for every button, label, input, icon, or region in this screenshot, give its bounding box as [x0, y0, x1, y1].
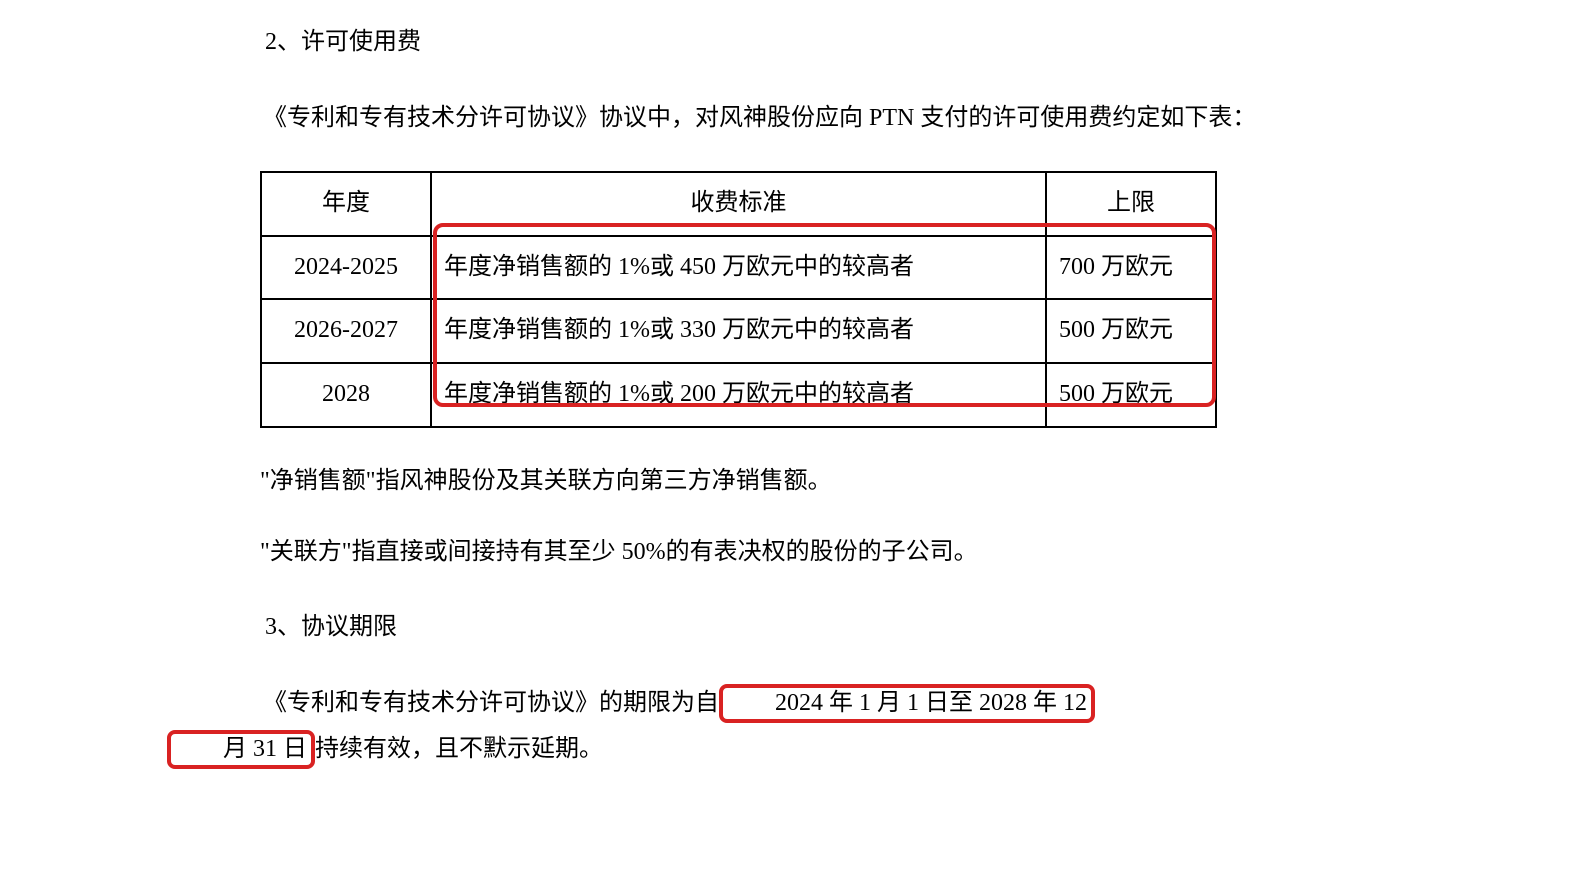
term-highlight-2: 月 31 日	[167, 730, 315, 769]
fee-table: 年度 收费标准 上限 2024-2025 年度净销售额的 1%或 450 万欧元…	[260, 171, 1217, 427]
header-standard: 收费标准	[431, 172, 1046, 236]
header-year: 年度	[261, 172, 431, 236]
section-3-heading: 3、协议期限	[215, 605, 1311, 651]
table-row: 2026-2027 年度净销售额的 1%或 330 万欧元中的较高者 500 万…	[261, 299, 1216, 363]
table-row: 2028 年度净销售额的 1%或 200 万欧元中的较高者 500 万欧元	[261, 363, 1216, 427]
section-2-intro: 《专利和专有技术分许可协议》协议中，对风神股份应向 PTN 支付的许可使用费约定…	[215, 96, 1311, 142]
cell-cap: 500 万欧元	[1046, 299, 1216, 363]
cell-cap: 700 万欧元	[1046, 236, 1216, 300]
cell-standard: 年度净销售额的 1%或 330 万欧元中的较高者	[431, 299, 1046, 363]
table-header-row: 年度 收费标准 上限	[261, 172, 1216, 236]
table-row: 2024-2025 年度净销售额的 1%或 450 万欧元中的较高者 700 万…	[261, 236, 1216, 300]
footnote-net-sales: "净销售额"指风神股份及其关联方向第三方净销售额。	[260, 459, 1311, 505]
term-highlight-1: 2024 年 1 月 1 日至 2028 年 12	[719, 684, 1095, 723]
cell-standard: 年度净销售额的 1%或 450 万欧元中的较高者	[431, 236, 1046, 300]
section-3-term: 《专利和专有技术分许可协议》的期限为自 2024 年 1 月 1 日至 2028…	[215, 681, 1311, 772]
cell-year: 2026-2027	[261, 299, 431, 363]
cell-year: 2024-2025	[261, 236, 431, 300]
header-cap: 上限	[1046, 172, 1216, 236]
fee-table-wrapper: 年度 收费标准 上限 2024-2025 年度净销售额的 1%或 450 万欧元…	[215, 161, 1217, 442]
cell-cap: 500 万欧元	[1046, 363, 1216, 427]
footnote-affiliate: "关联方"指直接或间接持有其至少 50%的有表决权的股份的子公司。	[260, 530, 1311, 576]
cell-year: 2028	[261, 363, 431, 427]
cell-standard: 年度净销售额的 1%或 200 万欧元中的较高者	[431, 363, 1046, 427]
term-prefix: 《专利和专有技术分许可协议》的期限为自	[263, 690, 719, 716]
term-suffix: 持续有效，且不默示延期。	[315, 736, 603, 762]
section-2-heading: 2、许可使用费	[215, 20, 1311, 66]
